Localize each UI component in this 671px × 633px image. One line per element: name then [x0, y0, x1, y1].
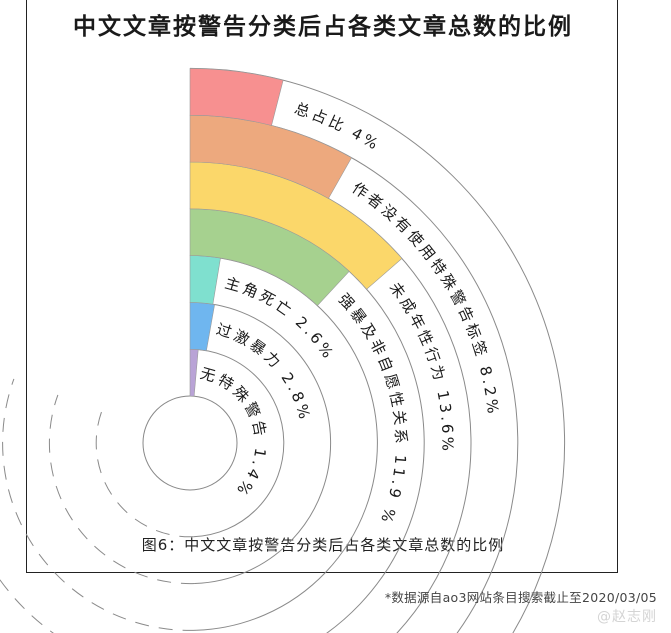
ring-guide: [189, 348, 285, 538]
ring-guide-dashed: [0, 579, 54, 633]
bar-label: 强暴及非自愿性关系 11.9 %: [335, 290, 410, 528]
figure-caption: 图6：中文文章按警告分类后占各类文章总数的比例: [141, 536, 505, 554]
bar-label: 过激暴力 2.8%: [214, 320, 314, 424]
bar-segment: [189, 302, 215, 351]
ring-guide-dashed: [2, 378, 197, 631]
ring-guide: [189, 67, 566, 633]
watermark: @赵志刚: [597, 609, 657, 625]
ring-guide-dashed: [0, 347, 200, 633]
source-note: *数据源自ao3网站条目搜索截止至2020/03/05: [384, 590, 657, 605]
bar-segment: [189, 68, 284, 126]
center-circle: [142, 395, 238, 491]
ring-guide-dashed: [95, 410, 194, 538]
chart-title: 中文文章按警告分类后占各类文章总数的比例: [73, 14, 573, 40]
bar-segment: [189, 348, 199, 397]
ring-guide: [189, 301, 332, 585]
bar-segment: [189, 255, 221, 305]
